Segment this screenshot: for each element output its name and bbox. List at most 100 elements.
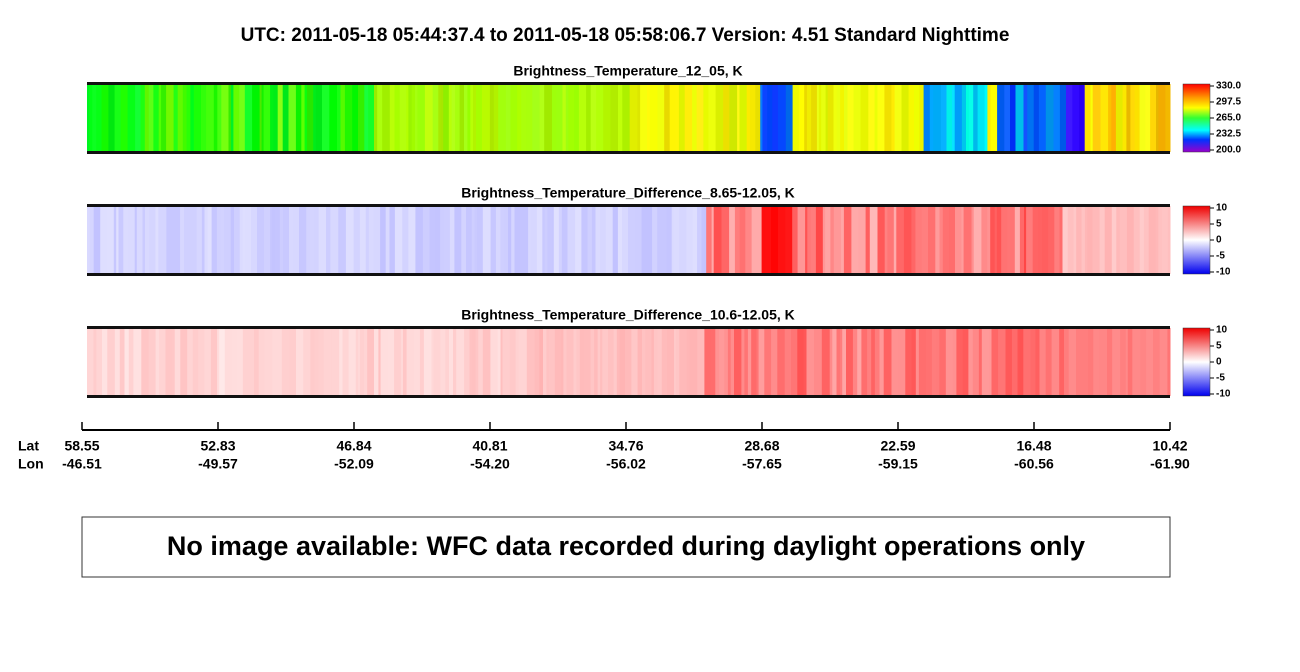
image-stripe: [526, 84, 533, 152]
image-stripe: [455, 84, 461, 152]
image-stripe: [1158, 84, 1166, 152]
image-stripe: [454, 206, 462, 274]
image-stripe: [640, 84, 648, 152]
image-stripe: [797, 206, 806, 274]
image-stripe: [628, 206, 636, 274]
image-stripe: [1165, 84, 1171, 152]
image-stripe: [590, 328, 595, 396]
image-stripe: [561, 328, 564, 396]
image-stripe: [201, 84, 207, 152]
image-stripe: [114, 84, 122, 152]
image-stripe: [119, 328, 125, 396]
image-stripe: [173, 84, 179, 152]
image-stripe: [770, 206, 779, 274]
image-stripe: [520, 206, 529, 274]
image-stripe: [836, 328, 841, 396]
image-stripe: [344, 84, 353, 152]
image-stripe: [96, 84, 102, 152]
image-stripe: [515, 328, 520, 396]
image-stripe: [1119, 206, 1128, 274]
image-stripe: [939, 206, 944, 274]
lat-label: Lat: [18, 438, 39, 454]
image-stripe: [358, 84, 365, 152]
colorbar-label: 0: [1216, 357, 1222, 368]
image-stripe: [490, 328, 499, 396]
image-stripe: [424, 84, 434, 152]
image-stripe: [1073, 206, 1077, 274]
image-stripe: [1158, 206, 1163, 274]
image-stripe: [89, 84, 93, 152]
image-stripe: [629, 84, 638, 152]
image-stripe: [1090, 84, 1094, 152]
image-stripe: [842, 328, 847, 396]
image-stripe: [380, 328, 390, 396]
colorbar-label: 10: [1216, 203, 1228, 214]
image-stripe: [861, 328, 868, 396]
colorbar: [1182, 205, 1211, 275]
image-stripe: [443, 206, 449, 274]
image-stripe: [449, 328, 454, 396]
image-stripe: [867, 328, 872, 396]
image-stripe: [739, 206, 746, 274]
image-stripe: [562, 84, 567, 152]
image-stripe: [155, 206, 159, 274]
image-stripe: [1054, 206, 1060, 274]
image-stripe: [603, 84, 611, 152]
image-stripe: [1068, 328, 1077, 396]
image-stripe: [217, 328, 220, 396]
image-stripe: [990, 206, 996, 274]
image-stripe: [1064, 328, 1070, 396]
image-stripe: [987, 84, 992, 152]
image-stripe: [394, 206, 401, 274]
image-stripe: [788, 206, 793, 274]
image-stripe: [704, 328, 711, 396]
image-stripe: [552, 84, 557, 152]
image-stripe: [1019, 206, 1025, 274]
image-stripe: [1045, 328, 1053, 396]
image-stripe: [884, 206, 888, 274]
image-stripe: [911, 206, 916, 274]
image-stripe: [144, 84, 150, 152]
image-stripe: [518, 328, 528, 396]
image-stripe: [526, 328, 536, 396]
image-stripe: [528, 206, 532, 274]
image-stripe: [368, 84, 375, 152]
image-stripe: [797, 328, 804, 396]
image-stripe: [869, 206, 878, 274]
image-stripe: [652, 206, 658, 274]
image-stripe: [136, 206, 143, 274]
image-stripe: [355, 328, 359, 396]
image-stripe: [231, 84, 234, 152]
image-stripe: [1120, 328, 1127, 396]
image-stripe: [182, 84, 187, 152]
lon-tick-label: -52.09: [334, 456, 374, 472]
image-stripe: [997, 84, 1005, 152]
image-stripe: [148, 84, 154, 152]
image-stripe: [761, 206, 766, 274]
image-stripe: [1079, 84, 1086, 152]
image-stripe: [1087, 206, 1093, 274]
image-stripe: [641, 206, 648, 274]
image-stripe: [703, 84, 709, 152]
image-stripe: [1130, 84, 1136, 152]
image-stripe: [93, 206, 101, 274]
image-stripe: [497, 328, 501, 396]
image-stripe: [777, 328, 786, 396]
image-stripe: [237, 328, 244, 396]
image-stripe: [879, 328, 885, 396]
image-stripe: [263, 84, 271, 152]
image-stripe: [1092, 84, 1102, 152]
colorbar: [1182, 83, 1211, 153]
image-stripe: [217, 84, 222, 152]
image-stripe: [288, 84, 297, 152]
image-stripe: [438, 84, 441, 152]
image-stripe: [128, 206, 136, 274]
lon-tick-label: -60.56: [1014, 456, 1054, 472]
image-stripe: [990, 84, 998, 152]
image-stripe: [299, 206, 307, 274]
colorbar-label: 200.0: [1216, 145, 1241, 156]
image-stripe: [778, 206, 786, 274]
image-stripe: [772, 84, 779, 152]
image-stripe: [727, 328, 732, 396]
colorbar-label: 297.5: [1216, 97, 1241, 108]
